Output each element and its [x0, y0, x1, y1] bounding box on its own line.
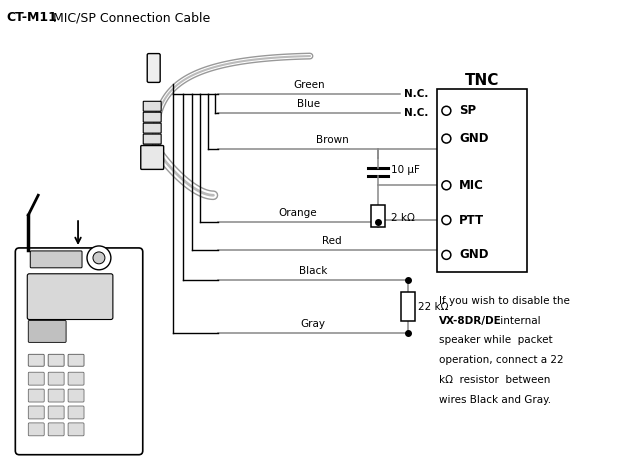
Text: Black: Black [299, 266, 327, 276]
Text: wires Black and Gray.: wires Black and Gray. [439, 395, 552, 405]
FancyBboxPatch shape [28, 354, 44, 366]
FancyBboxPatch shape [27, 274, 113, 319]
Text: MIC: MIC [459, 179, 484, 192]
Bar [400, 292, 415, 322]
Text: GND: GND [459, 132, 489, 145]
Circle shape [93, 252, 105, 264]
FancyBboxPatch shape [28, 389, 44, 402]
Text: speaker while  packet: speaker while packet [439, 335, 553, 345]
Text: 10 μF: 10 μF [391, 165, 420, 175]
Text: 22 kΩ: 22 kΩ [418, 302, 448, 312]
Text: N.C.: N.C. [404, 89, 428, 99]
FancyBboxPatch shape [28, 423, 44, 436]
FancyBboxPatch shape [48, 372, 64, 385]
Text: operation, connect a 22: operation, connect a 22 [439, 355, 564, 365]
Text: Green: Green [293, 80, 325, 90]
Text: SP: SP [459, 104, 476, 117]
FancyBboxPatch shape [68, 354, 84, 366]
Text: N.C.: N.C. [404, 108, 428, 118]
FancyBboxPatch shape [68, 406, 84, 419]
FancyBboxPatch shape [143, 145, 161, 155]
FancyBboxPatch shape [28, 321, 66, 342]
FancyBboxPatch shape [68, 423, 84, 436]
Circle shape [442, 106, 451, 115]
FancyBboxPatch shape [15, 248, 143, 455]
Circle shape [442, 216, 451, 225]
Text: internal: internal [497, 315, 540, 325]
Circle shape [87, 246, 111, 270]
Circle shape [442, 134, 451, 143]
FancyBboxPatch shape [143, 101, 161, 111]
FancyBboxPatch shape [30, 251, 82, 268]
FancyBboxPatch shape [28, 372, 44, 385]
FancyBboxPatch shape [141, 146, 164, 169]
Text: If you wish to disable the: If you wish to disable the [439, 296, 570, 306]
Text: CT-M11: CT-M11 [6, 11, 57, 24]
FancyBboxPatch shape [28, 406, 44, 419]
FancyBboxPatch shape [48, 389, 64, 402]
FancyBboxPatch shape [147, 53, 160, 82]
Bar [371, 205, 384, 227]
Text: Brown: Brown [315, 134, 348, 145]
Circle shape [442, 181, 451, 190]
Text: TNC: TNC [465, 73, 499, 88]
Circle shape [442, 250, 451, 259]
Text: Red: Red [322, 236, 342, 246]
Bar [437, 89, 527, 272]
Text: GND: GND [459, 248, 489, 262]
Text: Orange: Orange [279, 208, 317, 218]
FancyBboxPatch shape [143, 134, 161, 144]
Text: MIC/SP Connection Cable: MIC/SP Connection Cable [49, 11, 210, 24]
FancyBboxPatch shape [143, 112, 161, 122]
FancyBboxPatch shape [48, 406, 64, 419]
Text: VX-8DR/DE: VX-8DR/DE [439, 315, 502, 325]
Text: PTT: PTT [459, 214, 484, 227]
Text: Gray: Gray [300, 319, 326, 330]
Text: Blue: Blue [297, 99, 321, 109]
FancyBboxPatch shape [68, 389, 84, 402]
Text: kΩ  resistor  between: kΩ resistor between [439, 375, 551, 385]
Text: 2 kΩ: 2 kΩ [391, 213, 415, 223]
FancyBboxPatch shape [143, 123, 161, 133]
FancyBboxPatch shape [68, 372, 84, 385]
FancyBboxPatch shape [48, 354, 64, 366]
FancyBboxPatch shape [48, 423, 64, 436]
